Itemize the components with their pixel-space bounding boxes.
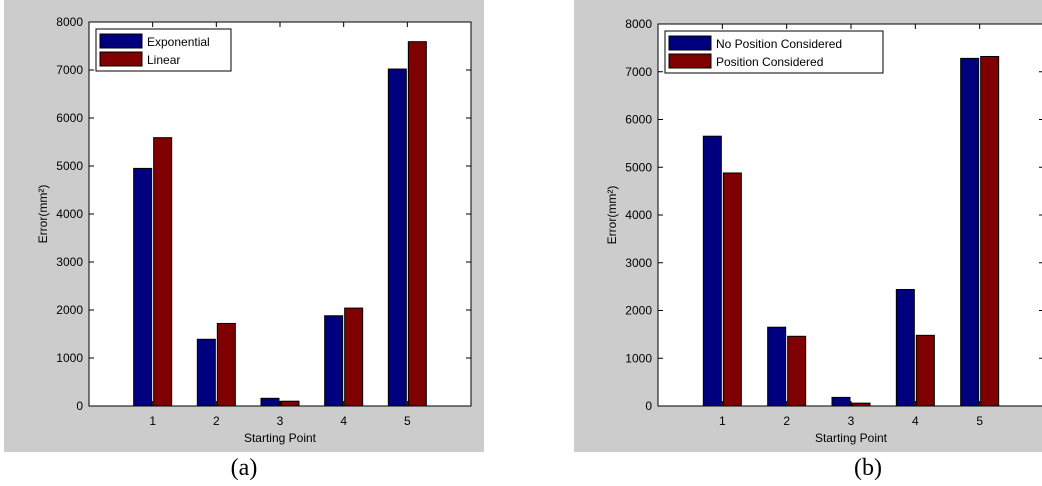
bar-position-considered-3 xyxy=(851,402,871,407)
bar-no-position-considered-2 xyxy=(767,326,787,407)
x-tick-label: 2 xyxy=(783,414,790,428)
caption-b: (b) xyxy=(854,455,882,481)
y-tick-label: 3000 xyxy=(56,255,83,269)
bar-linear-3 xyxy=(280,400,300,407)
bar-no-position-considered-3 xyxy=(831,396,851,407)
y-tick-label: 4000 xyxy=(625,208,652,222)
legend-label-2: Linear xyxy=(147,53,180,67)
x-tick-label: 3 xyxy=(277,414,284,428)
bar-chart-a: 0 1000 2000 3000 4000 5000 6000 7000 8000 1 2 3 4 5 St… xyxy=(36,15,472,445)
bar-exponential-3 xyxy=(260,397,280,407)
y-tick-label: 5000 xyxy=(625,160,652,174)
y-axis-label: Error(mm²) xyxy=(605,186,619,245)
caption-a: (a) xyxy=(230,455,258,481)
bar-linear-4 xyxy=(344,307,364,407)
legend-label-1: Exponential xyxy=(147,35,210,49)
x-tick-label: 3 xyxy=(848,414,855,428)
legend-swatch-1 xyxy=(99,33,143,49)
bar-no-position-considered-5 xyxy=(960,57,980,407)
y-tick-label: 8000 xyxy=(56,15,83,29)
legend: No Position Considered Position Considere… xyxy=(664,30,884,74)
y-tick-label: 5000 xyxy=(56,159,83,173)
x-tick-label: 2 xyxy=(213,414,220,428)
y-axis-label: Error(mm²) xyxy=(36,185,50,244)
y-tick-label: 0 xyxy=(645,399,652,413)
bar-position-considered-5 xyxy=(980,55,1000,407)
y-tick-label: 1000 xyxy=(56,351,83,365)
bar-position-considered-4 xyxy=(915,334,935,407)
chart-panel-a: 0 1000 2000 3000 4000 5000 6000 7000 8000 1 2 3 4 5 St… xyxy=(4,0,484,452)
bar-no-position-considered-4 xyxy=(895,288,915,407)
bar-exponential-4 xyxy=(324,315,344,407)
y-tick-label: 6000 xyxy=(56,111,83,125)
y-tick-label: 2000 xyxy=(56,303,83,317)
bar-position-considered-2 xyxy=(787,335,807,407)
y-tick-label: 0 xyxy=(76,399,83,413)
y-tick-label: 1000 xyxy=(625,351,652,365)
bar-exponential-1 xyxy=(133,167,153,407)
y-tick-label: 4000 xyxy=(56,207,83,221)
legend-swatch-2 xyxy=(99,51,143,67)
y-tick-label: 8000 xyxy=(625,17,652,31)
y-tick-label: 3000 xyxy=(625,256,652,270)
bar-linear-1 xyxy=(153,137,173,407)
legend-swatch-1 xyxy=(668,35,712,51)
y-tick-label: 6000 xyxy=(625,113,652,127)
bar-exponential-5 xyxy=(387,68,407,407)
bar-linear-5 xyxy=(407,41,427,407)
x-tick-label: 5 xyxy=(404,414,411,428)
bar-exponential-2 xyxy=(196,338,216,407)
legend-swatch-2 xyxy=(668,53,712,69)
legend: Exponential Linear xyxy=(95,28,232,72)
bar-chart-b: 0 1000 2000 3000 4000 5000 6000 7000 8000 1 2 3 4 5 St… xyxy=(605,17,1042,445)
x-axis-label: Starting Point xyxy=(815,431,888,445)
x-tick-label: 4 xyxy=(340,414,347,428)
x-tick-label: 5 xyxy=(976,414,983,428)
y-tick-label: 2000 xyxy=(625,304,652,318)
x-tick-label: 4 xyxy=(912,414,919,428)
bar-linear-2 xyxy=(216,322,236,407)
x-axis-label: Starting Point xyxy=(244,431,317,445)
legend-label-1: No Position Considered xyxy=(716,37,842,51)
plot-area xyxy=(88,21,472,407)
x-tick-label: 1 xyxy=(719,414,726,428)
y-tick-label: 7000 xyxy=(56,63,83,77)
legend-label-2: Position Considered xyxy=(716,55,823,69)
bar-no-position-considered-1 xyxy=(702,135,722,407)
chart-panel-b: 0 1000 2000 3000 4000 5000 6000 7000 8000 1 2 3 4 5 St… xyxy=(574,0,1042,452)
x-tick-label: 1 xyxy=(149,414,156,428)
bar-position-considered-1 xyxy=(722,172,742,407)
y-tick-label: 7000 xyxy=(625,65,652,79)
